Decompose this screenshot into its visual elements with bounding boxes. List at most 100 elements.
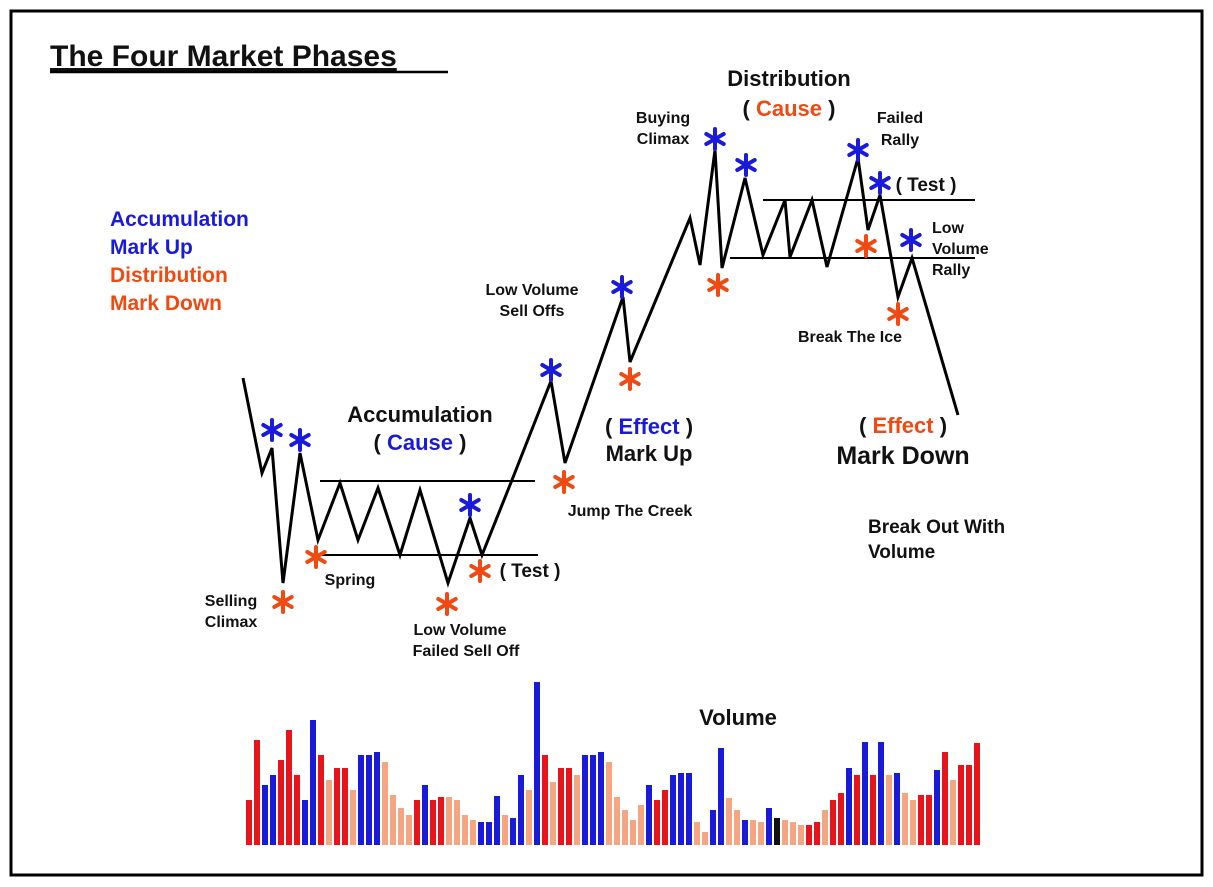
- volume-bar: [614, 797, 620, 845]
- volume-bar: [454, 800, 460, 845]
- volume-bar: [286, 730, 292, 845]
- phase-name: Mark Up: [606, 441, 693, 466]
- volume-bar: [278, 760, 284, 845]
- volume-bar: [326, 780, 332, 845]
- volume-bar: [534, 682, 540, 845]
- volume-bar: [918, 795, 924, 845]
- phase-name: Accumulation: [347, 402, 492, 427]
- range-lines: [320, 199, 975, 556]
- volume-bar: [894, 773, 900, 845]
- volume-title: Volume: [699, 705, 777, 730]
- volume-bar: [926, 795, 932, 845]
- volume-bar: [270, 775, 276, 845]
- volume-bar: [638, 805, 644, 845]
- volume-bar: [494, 796, 500, 845]
- volume-bar: [742, 820, 748, 845]
- volume-bar: [422, 785, 428, 845]
- volume-bar: [654, 800, 660, 845]
- volume-bar: [782, 820, 788, 845]
- volume-bar: [462, 815, 468, 845]
- volume-bar: [950, 780, 956, 845]
- volume-bar: [806, 825, 812, 845]
- phase-name: Mark Down: [836, 442, 969, 470]
- volume-bar: [262, 785, 268, 845]
- label: Climax: [637, 131, 690, 148]
- volume-bar: [966, 765, 972, 845]
- volume-bar: [430, 800, 436, 845]
- phase-cause: ( Cause ): [743, 96, 836, 121]
- label: Buying: [636, 110, 690, 127]
- volume-bar: [334, 768, 340, 845]
- legend-entry: Mark Down: [110, 292, 222, 315]
- volume-bar: [366, 755, 372, 845]
- legend-entry: Mark Up: [110, 236, 193, 259]
- label: Break Out With: [868, 517, 1005, 538]
- volume-bar: [958, 765, 964, 845]
- event-labels: Selling Climax Spring Low Volume Failed …: [205, 110, 1005, 660]
- volume-bar: [438, 797, 444, 845]
- frame: [9, 9, 1204, 877]
- label: Rally: [932, 262, 970, 279]
- volume-bar: [974, 743, 980, 845]
- legend-entry: Accumulation: [110, 208, 249, 231]
- volume-bar: [502, 815, 508, 845]
- volume-bar: [910, 800, 916, 845]
- volume-bar: [878, 742, 884, 845]
- legend: Accumulation Mark Up Distribution Mark Down: [110, 208, 249, 315]
- volume-bar: [790, 822, 796, 845]
- phase-name: Distribution: [727, 66, 850, 91]
- volume-bar: [558, 768, 564, 845]
- label: Low: [932, 220, 965, 237]
- volume-bar: [678, 773, 684, 845]
- volume-bar: [486, 822, 492, 845]
- volume-bar: [294, 775, 300, 845]
- label: Failed: [877, 110, 923, 127]
- volume-bar: [574, 775, 580, 845]
- volume-bar: [550, 782, 556, 845]
- volume-bar: [734, 810, 740, 845]
- volume-bar: [670, 775, 676, 845]
- label: ( Test ): [896, 175, 957, 196]
- volume-bar: [566, 768, 572, 845]
- volume-bar: [390, 795, 396, 845]
- volume-bar: [646, 785, 652, 845]
- volume-bar: [870, 775, 876, 845]
- volume-bar: [718, 748, 724, 845]
- label: Break The Ice: [798, 329, 902, 346]
- volume-bar: [582, 755, 588, 845]
- volume-bar: [470, 820, 476, 845]
- volume-bar: [606, 762, 612, 845]
- volume-bar: [254, 740, 260, 845]
- label: Selling: [205, 593, 257, 610]
- volume-bars: [246, 682, 980, 845]
- volume-bar: [246, 800, 252, 845]
- phase-cause: ( Cause ): [374, 430, 467, 455]
- volume-bar: [310, 720, 316, 845]
- volume-bar: [526, 790, 532, 845]
- phase-effect: ( Effect ): [859, 413, 947, 438]
- phase-effect: ( Effect ): [605, 414, 693, 439]
- volume-bar: [510, 818, 516, 845]
- label: Rally: [881, 132, 919, 149]
- volume-bar: [902, 793, 908, 845]
- volume-bar: [662, 790, 668, 845]
- volume-bar: [358, 755, 364, 845]
- volume-bar: [342, 768, 348, 845]
- label: Sell Offs: [500, 303, 565, 320]
- label: Climax: [205, 614, 258, 631]
- volume-bar: [598, 752, 604, 845]
- volume-bar: [406, 815, 412, 845]
- volume-bar: [694, 822, 700, 845]
- label: Volume: [868, 542, 935, 563]
- legend-entry: Distribution: [110, 264, 228, 287]
- volume-bar: [630, 820, 636, 845]
- volume-bar: [302, 800, 308, 845]
- volume-bar: [846, 768, 852, 845]
- volume-bar: [686, 773, 692, 845]
- volume-bar: [934, 770, 940, 845]
- label: ( Test ): [500, 561, 561, 582]
- volume-bar: [622, 810, 628, 845]
- volume-bar: [822, 810, 828, 845]
- title: The Four Market Phases: [50, 40, 397, 73]
- volume-bar: [414, 800, 420, 845]
